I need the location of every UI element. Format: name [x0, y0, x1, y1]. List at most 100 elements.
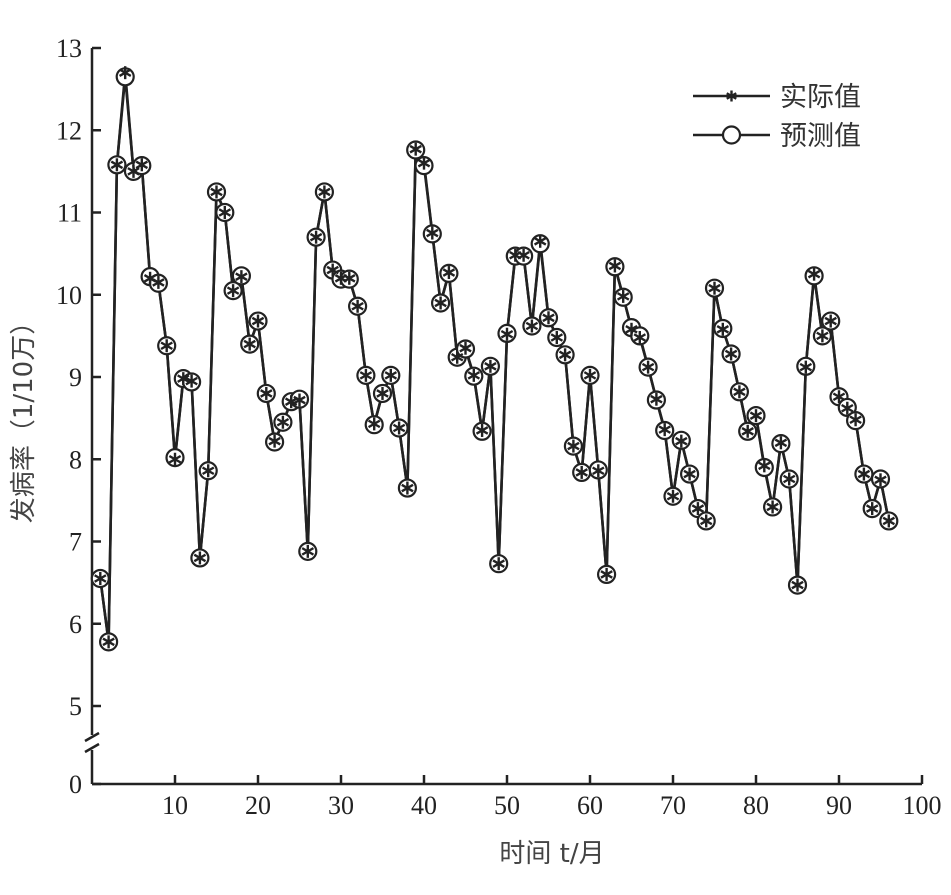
actual-point — [226, 284, 240, 298]
actual-point — [666, 489, 680, 503]
actual-point — [716, 322, 730, 336]
actual-point — [185, 374, 198, 388]
actual-point — [293, 393, 306, 407]
actual-point — [376, 386, 389, 400]
x-tick-label: 90 — [826, 791, 852, 820]
actual-point — [517, 248, 530, 262]
actual-point — [309, 230, 323, 244]
y-tick-label: 12 — [56, 116, 82, 145]
actual-point — [193, 551, 207, 565]
actual-point — [127, 164, 140, 178]
actual-point — [832, 390, 846, 404]
actual-point — [484, 359, 497, 373]
actual-point — [658, 423, 671, 437]
actual-point — [575, 465, 588, 479]
actual-point — [210, 185, 223, 199]
y-tick-label: 0 — [69, 770, 82, 799]
actual-point — [675, 434, 688, 448]
actual-point — [135, 158, 149, 172]
actual-point — [426, 226, 439, 240]
actual-point — [741, 424, 754, 438]
actual-point — [268, 434, 281, 448]
actual-point — [94, 572, 107, 586]
actual-point — [359, 368, 373, 382]
actual-point — [467, 368, 481, 382]
actual-point — [542, 311, 555, 325]
x-axis-title: 时间 t/月 — [499, 839, 604, 869]
y-tick-label: 11 — [57, 199, 82, 228]
actual-point — [641, 360, 655, 374]
x-ticks: 10 20 30 40 50 60 70 80 90 100 — [162, 775, 942, 820]
y-tick-label: 10 — [56, 281, 82, 310]
actual-point — [841, 401, 854, 415]
actual-point — [816, 329, 829, 343]
y-tick-label: 9 — [69, 363, 82, 392]
actual-point — [749, 409, 763, 423]
actual-point — [857, 467, 871, 481]
legend-label-actual: 实际值 — [780, 82, 861, 113]
actual-point — [791, 578, 804, 592]
actual-point — [152, 275, 165, 289]
x-tick-label: 80 — [743, 791, 769, 820]
actual-point — [301, 544, 315, 558]
actual-point — [567, 439, 580, 453]
y-tick-label: 8 — [69, 445, 82, 474]
actual-point — [201, 464, 215, 478]
actual-point — [683, 467, 696, 481]
actual-point — [691, 502, 705, 516]
actual-point — [168, 452, 182, 466]
plot-area — [90, 66, 899, 652]
actual-point — [492, 557, 505, 571]
actual-point — [251, 314, 265, 328]
legend-circle-marker — [721, 125, 742, 145]
actual-point — [459, 341, 472, 355]
actual-point — [384, 368, 398, 382]
actual-point — [807, 267, 821, 281]
x-tick-label: 40 — [411, 791, 437, 820]
actual-point — [782, 472, 796, 486]
y-tick-label: 7 — [69, 528, 82, 557]
actual-point — [865, 502, 879, 516]
actual-point — [276, 415, 290, 429]
actual-point — [475, 423, 489, 437]
actual-point — [550, 331, 564, 345]
y-tick-label: 13 — [56, 34, 82, 63]
x-tick-label: 10 — [162, 791, 188, 820]
actual-point — [110, 158, 124, 172]
actual-point — [343, 271, 356, 285]
axis-break-stroke — [84, 742, 100, 754]
x-tick-label: 50 — [494, 791, 520, 820]
legend: 实际值 预测值 — [693, 82, 861, 152]
actual-point — [318, 185, 331, 199]
legend-label-predicted: 预测值 — [780, 121, 861, 152]
actual-point — [724, 347, 738, 361]
actual-point — [260, 386, 273, 400]
actual-point — [625, 322, 638, 336]
actual-point — [177, 372, 190, 386]
actual-point — [616, 289, 630, 303]
axis-break-stroke — [84, 731, 100, 743]
actual-point — [650, 392, 663, 406]
x-tick-label: 30 — [328, 791, 354, 820]
y-tick-label: 6 — [69, 610, 82, 639]
actual-point — [758, 459, 771, 473]
actual-point — [766, 500, 779, 514]
actual-point — [326, 263, 339, 277]
actual-point — [401, 481, 414, 495]
legend-item-actual: 实际值 — [693, 82, 861, 113]
actual-point — [874, 473, 887, 487]
actual-point — [583, 368, 597, 382]
actual-point — [799, 360, 813, 374]
actual-point — [533, 234, 547, 248]
actual-point — [243, 337, 256, 351]
actual-point — [774, 436, 788, 450]
actual-point — [699, 514, 713, 528]
actual-point — [733, 385, 746, 399]
actual-point — [392, 421, 406, 435]
actual-point — [442, 266, 456, 280]
actual-point — [592, 464, 605, 478]
actual-point — [351, 299, 364, 313]
y-ticks: 0 5 6 7 8 9 10 11 12 13 — [56, 34, 101, 799]
axes: 0 5 6 7 8 9 10 11 12 13 10 20 30 40 50 60 70 80 90 100 — [56, 34, 942, 820]
